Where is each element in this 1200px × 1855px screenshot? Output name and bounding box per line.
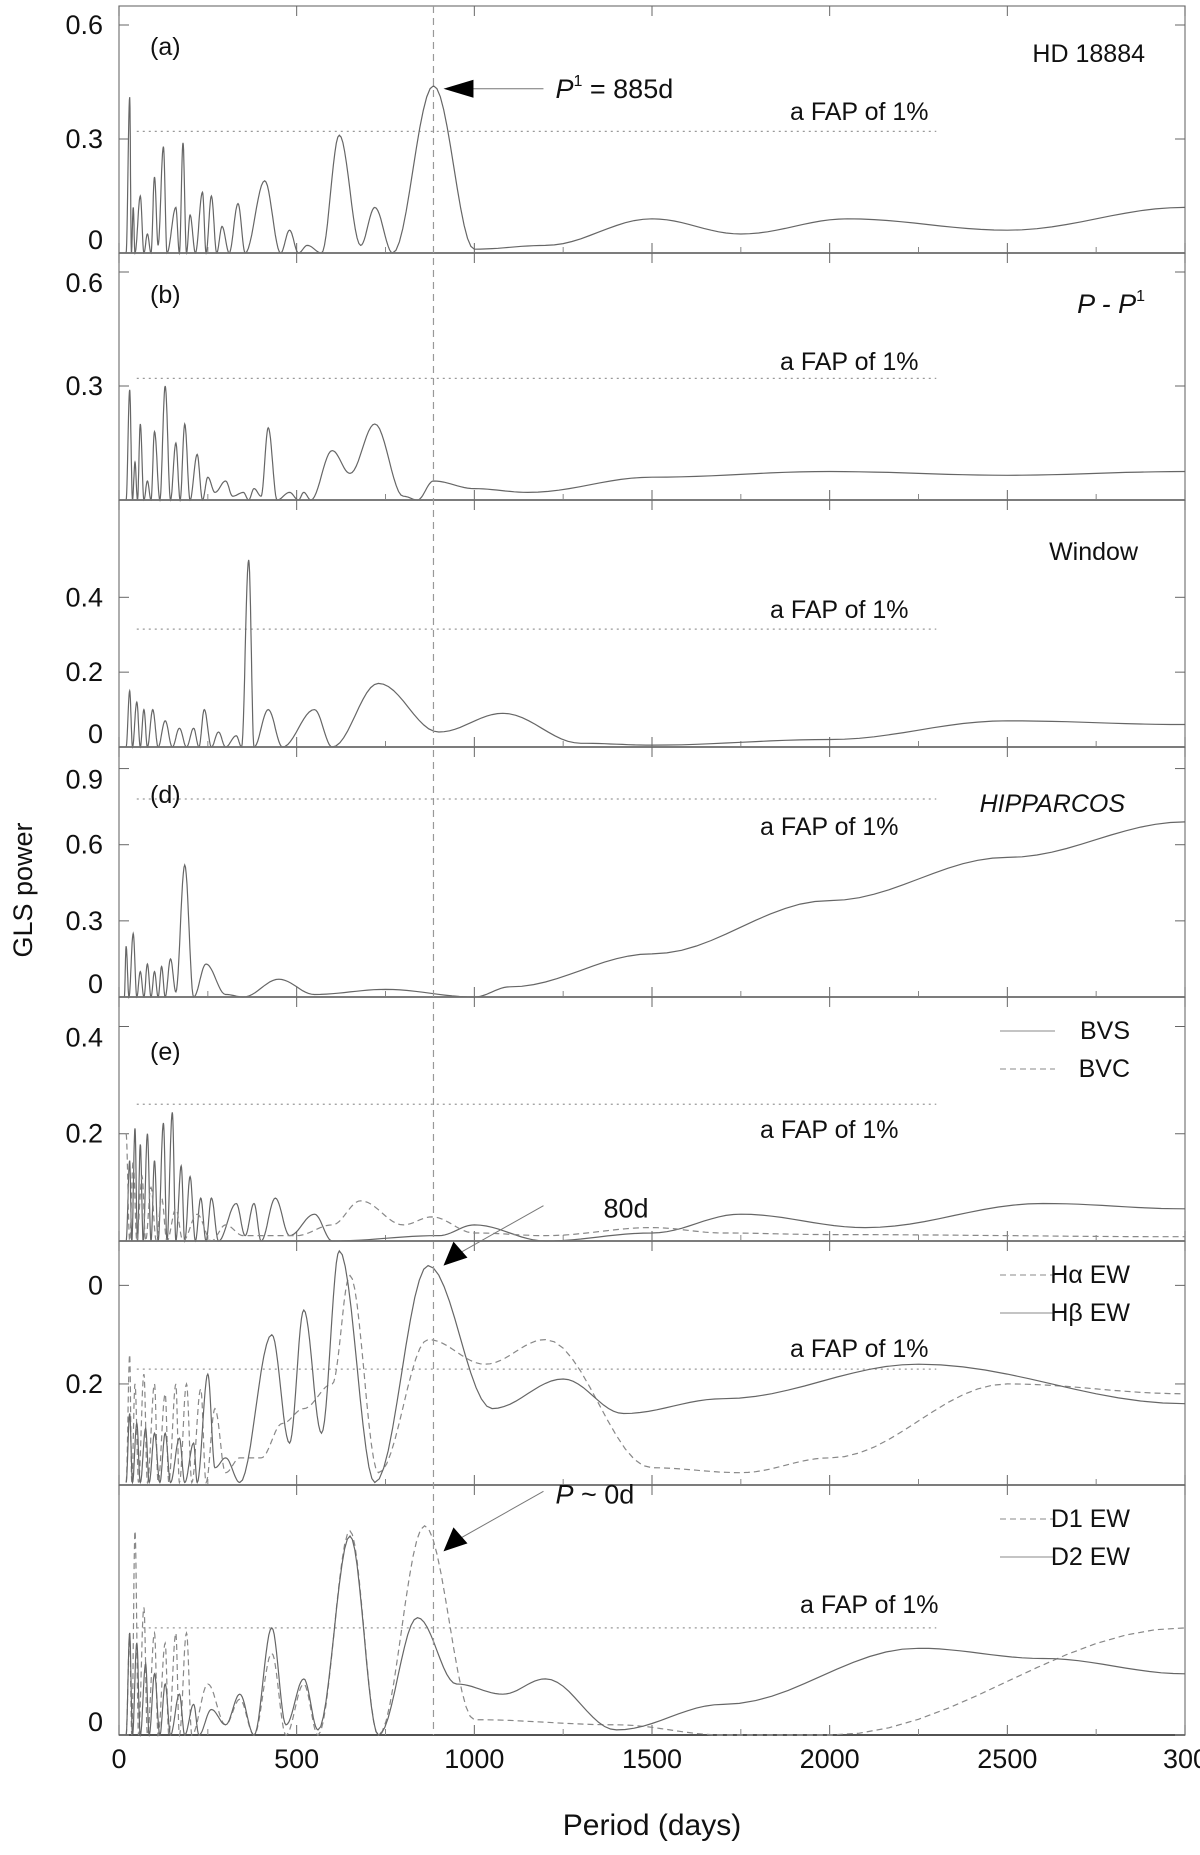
period-annotation: P ~ 0d bbox=[555, 1479, 634, 1509]
y-tick-label: 0.2 bbox=[65, 1369, 103, 1399]
y-tick-label: 0 bbox=[88, 225, 103, 255]
panel-frame bbox=[118, 252, 1186, 501]
x-tick-label: 1000 bbox=[444, 1744, 504, 1774]
panel-title: HIPPARCOS bbox=[980, 790, 1126, 818]
y-tick-label: 0 bbox=[88, 1707, 103, 1737]
x-tick-label: 2500 bbox=[977, 1744, 1037, 1774]
legend-label: D1 EW bbox=[1051, 1505, 1131, 1533]
y-tick-label: 0.4 bbox=[65, 1022, 103, 1052]
y-tick-label: 0.3 bbox=[65, 906, 103, 936]
legend-label: Hα EW bbox=[1050, 1261, 1130, 1289]
series-line-d2-ew bbox=[125, 1534, 1186, 1738]
panel-frame bbox=[118, 5, 1186, 254]
legend-label: BVS bbox=[1080, 1017, 1130, 1045]
fap-label: a FAP of 1% bbox=[760, 1116, 899, 1144]
series-line-power bbox=[123, 821, 1186, 1000]
panel-title: Window bbox=[1049, 538, 1139, 566]
y-axis-label: GLS power bbox=[8, 822, 38, 957]
fap-label: a FAP of 1% bbox=[780, 348, 919, 376]
arrow-line bbox=[458, 1490, 544, 1540]
arrow-head-icon bbox=[443, 1527, 468, 1552]
panel-frame bbox=[118, 499, 1186, 748]
x-tick-label: 0 bbox=[111, 1744, 126, 1774]
period-annotation: P1 = 885d bbox=[555, 73, 673, 104]
y-tick-label: 0.9 bbox=[65, 765, 103, 795]
panel-a: 0 0.3 0.6 a FAP of 1% (a) HD 18884 P1 = 885d bbox=[65, 5, 1186, 256]
title-sup: 1 bbox=[1136, 288, 1145, 305]
y-tick-label: 0.3 bbox=[65, 371, 103, 401]
x-tick-label: 1500 bbox=[622, 1744, 682, 1774]
panel-d: 0 0.3 0.6 0.9 a FAP of 1% (d) HIPPARCOS bbox=[65, 746, 1186, 1000]
ann-text: 80d bbox=[603, 1194, 648, 1224]
panel-frame bbox=[118, 1240, 1186, 1486]
ann-sup: 1 bbox=[573, 73, 582, 90]
series-line-power bbox=[125, 85, 1186, 256]
panel-f: 0.2 0 a FAP of 1% Hα EW Hβ EW 80d bbox=[65, 1194, 1186, 1486]
panel-g: 0 a FAP of 1% D1 EW D2 EW P ~ 0d bbox=[88, 1479, 1186, 1738]
panel-e: 0.2 0.4 a FAP of 1% (e) BVS BVC bbox=[65, 996, 1186, 1244]
x-tick-label: 2000 bbox=[800, 1744, 860, 1774]
panel-label: (e) bbox=[150, 1038, 181, 1066]
fap-label: a FAP of 1% bbox=[790, 1335, 929, 1363]
arrow-head-icon bbox=[443, 79, 474, 98]
y-tick-label: 0.2 bbox=[65, 657, 103, 687]
fap-label: a FAP of 1% bbox=[760, 813, 899, 841]
title-mid: - P bbox=[1094, 289, 1136, 319]
y-tick-label: 0.6 bbox=[65, 830, 103, 860]
y-tick-label: 0.4 bbox=[65, 582, 103, 612]
y-tick-label: 0 bbox=[88, 1270, 103, 1300]
x-tick-label: 500 bbox=[274, 1744, 319, 1774]
legend-label: BVC bbox=[1079, 1055, 1130, 1083]
legend-label: Hβ EW bbox=[1050, 1299, 1130, 1327]
ann-suffix: = 885d bbox=[582, 74, 673, 104]
series-line-h-ew bbox=[125, 1274, 1186, 1485]
ann-p: P bbox=[555, 1479, 573, 1509]
period-annotation: 80d bbox=[603, 1194, 648, 1224]
title-p: P bbox=[1077, 289, 1095, 319]
arrow-head-icon bbox=[443, 1241, 468, 1266]
panel-c: 0 0.2 0.4 a FAP of 1% Window bbox=[65, 499, 1186, 749]
y-tick-label: 0.6 bbox=[65, 268, 103, 298]
arrow-line bbox=[458, 1205, 544, 1255]
x-tick-label: 300 bbox=[1163, 1744, 1200, 1774]
fap-label: a FAP of 1% bbox=[800, 1591, 939, 1619]
legend-label: D2 EW bbox=[1051, 1543, 1131, 1571]
x-axis-label: Period (days) bbox=[563, 1809, 741, 1842]
series-line-power bbox=[125, 385, 1186, 503]
series-line-d1-ew bbox=[125, 1525, 1186, 1738]
panel-label: (b) bbox=[150, 281, 181, 309]
panel-label: (d) bbox=[150, 781, 181, 809]
series-line-bvs bbox=[125, 1112, 1186, 1243]
ann-text: ~ 0d bbox=[573, 1479, 634, 1509]
y-tick-label: 0.6 bbox=[65, 10, 103, 40]
fap-label: a FAP of 1% bbox=[770, 596, 909, 624]
fap-label: a FAP of 1% bbox=[790, 98, 929, 126]
panel-title: HD 18884 bbox=[1032, 40, 1145, 68]
panel-frame bbox=[118, 746, 1186, 998]
y-tick-label: 0 bbox=[88, 969, 103, 999]
y-tick-label: 0.3 bbox=[65, 124, 103, 154]
panel-b: 0.3 0.6 a FAP of 1% (b) P - P1 bbox=[65, 252, 1186, 503]
y-tick-label: 0 bbox=[88, 719, 103, 749]
ann-p: P bbox=[555, 74, 573, 104]
y-tick-label: 0.2 bbox=[65, 1119, 103, 1149]
panel-title: P - P1 bbox=[1077, 288, 1145, 319]
panel-label: (a) bbox=[150, 33, 181, 61]
series-line-h-ew bbox=[125, 1249, 1186, 1485]
series-line-power bbox=[125, 559, 1185, 749]
